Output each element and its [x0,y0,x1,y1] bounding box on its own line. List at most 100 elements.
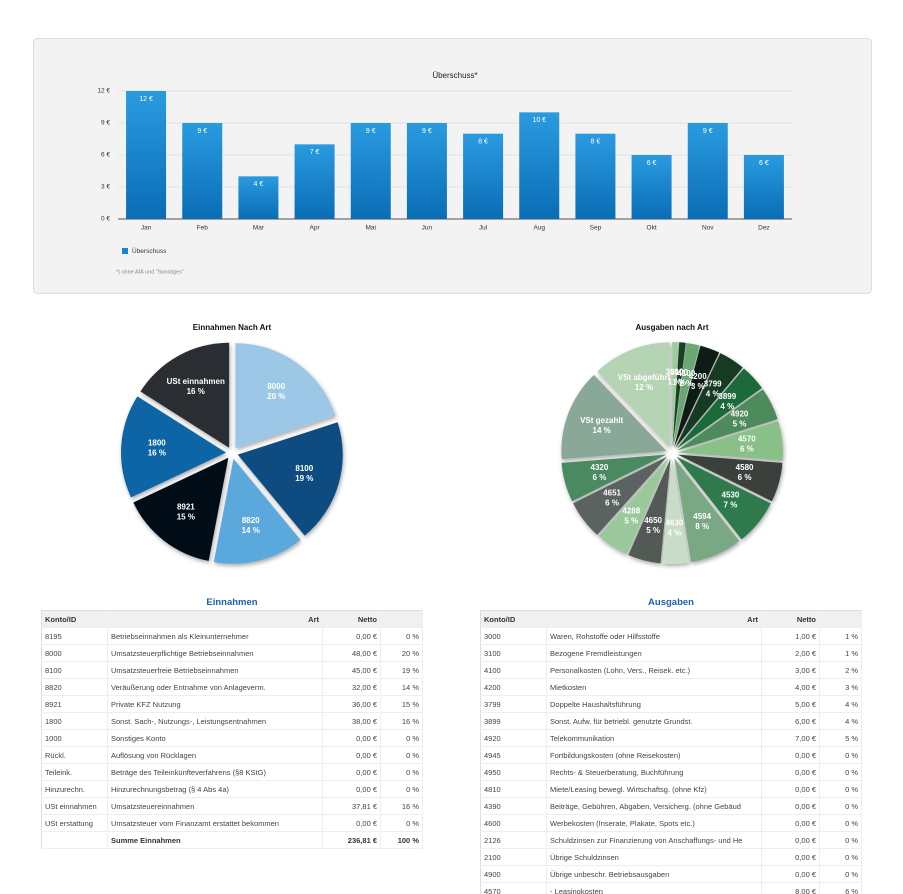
slice-value: 1 % [667,378,681,387]
table-cell: Fortbildungskosten (ohne Reisekosten) [546,746,762,764]
table-cell: 4945 [480,746,547,764]
pie-title: Einnahmen Nach Art [193,323,272,332]
pie-slice [674,345,720,448]
slice-value: 4 % [706,390,720,399]
table-cell: Teileink. [41,763,108,781]
pie [121,342,343,564]
bar-value-label: 9 € [703,128,713,135]
table-cell: 20 % [380,644,423,662]
table-cell: 4900 [480,865,547,883]
pie-slice [673,342,700,448]
table-row: USt erstattung Umsatzsteuer vom Finanzamt… [41,814,423,832]
table-cell: 4,00 € [761,678,820,696]
bar-value-label: 8 € [591,139,601,146]
table-cell: 2126 [480,831,547,849]
slice-name: 4920 [731,410,749,419]
table-cell: 8000 [41,644,108,662]
table-cell: Personalkosten (Lohn, Vers., Reisek. etc… [546,661,762,679]
slice-name: 3799 [704,380,722,389]
table-cell: 0 % [380,729,423,747]
table-row: 8100 Umsatzsteuerfreie Betriebseinnahmen 4… [41,661,423,679]
table-cell: 2 % [819,661,862,679]
table-cell: 2100 [480,848,547,866]
table-cell: 4200 [480,678,547,696]
table-cell: 1,00 € [761,627,820,645]
table-cell: 5,00 € [761,695,820,713]
y-tick-label: 0 € [101,216,110,223]
pie-slice [598,458,669,555]
table-cell: Hinzurechn. [41,780,108,798]
x-tick-label: Sep [590,225,602,232]
slice-value: 5 % [646,526,660,535]
table-cell: 38,00 € [322,712,381,730]
slice-label: 4594 8 % [693,512,711,531]
table-cell: 0 % [819,848,862,866]
slice-label: 4580 6 % [736,463,754,482]
slice-value: 2 % [679,379,693,388]
slice-name: 3899 [718,392,736,401]
slice-label: 8921 15 % [177,503,196,522]
footnote: *) ohne AfA und "Sonstiges" [116,269,184,275]
bar [463,133,504,219]
slice-value: 8 % [695,522,709,531]
y-tick-label: 9 € [101,120,110,127]
table-row: 4810 Miete/Leasing bewegl. Wirtschaftsg. … [480,780,862,798]
table-row: 8820 Veräußerung oder Entnahme von Anlage… [41,678,423,696]
pie-slice [676,456,771,540]
x-tick-label: Aug [533,225,545,232]
table-cell: USt erstattung [41,814,108,832]
table-cell: 8100 [41,661,108,679]
table-cell: 0 % [819,814,862,832]
pie-slice [677,421,783,461]
slice-name: 4100 [677,369,695,378]
table-cell: 3,00 € [761,661,820,679]
x-tick-label: Okt [647,225,657,232]
table-cell: 36,00 € [322,695,381,713]
table-cell: Private KFZ Nutzung [107,695,323,713]
table-cell: Bezogene Fremdleistungen [546,644,762,662]
slice-label: 4200 3 % [689,372,707,391]
table-cell: 0 % [819,865,862,883]
slice-value: 5 % [733,420,747,429]
slice-value: 5 % [624,516,638,525]
pie-slice [235,343,336,449]
table-row: 4200 Mietkosten 4,00 €3 % [480,678,862,696]
slice-label: 4530 7 % [722,491,740,510]
table-row: 4100 Personalkosten (Lohn, Vers., Reisek.… [480,661,862,679]
table-cell: Mietkosten [546,678,762,696]
slice-value: 4 % [667,528,681,537]
table-cell: 8921 [41,695,108,713]
table-cell: 0,00 € [761,831,820,849]
bar-value-label: 9 € [422,128,432,135]
y-tick-label: 3 € [101,184,110,191]
table-cell: 37,81 € [322,797,381,815]
pie-slice [561,454,667,502]
slice-name: 4630 [665,518,683,527]
x-tick-label: Jan [141,225,152,232]
table-cell: 0,00 € [322,746,381,764]
table-row: 8195 Betriebseinnahmen als Kleinunternehm… [41,627,423,645]
slice-value: 19 % [295,474,313,483]
table-cell: Auflösung von Rücklagen [107,746,323,764]
bar-value-label: 9 € [366,128,376,135]
legend-label: Überschuss [132,247,167,255]
slice-value: 20 % [267,392,285,401]
table-cell: 14 % [380,678,423,696]
slice-name: USt einnahmen [167,377,225,386]
table-row: 4920 Telekommunikation 7,00 €5 % [480,729,862,747]
table-cell: 0,00 € [761,780,820,798]
bar-value-label: 9 € [197,128,207,135]
pie-slice [677,389,778,451]
pie [561,342,783,564]
table-row: 3799 Doppelte Haushaltsführung 5,00 €4 % [480,695,862,713]
table-cell: 0 % [819,746,862,764]
slice-label: 4651 6 % [603,489,621,508]
table-cell: 8195 [41,627,108,645]
slice-name: 4651 [603,489,621,498]
slice-name: 4320 [591,463,609,472]
table-cell: 3 % [819,678,862,696]
pie-slice [674,458,740,563]
header-cell: Konto/ID [41,610,108,628]
table-cell: 7,00 € [761,729,820,747]
table: Konto/ID Art Netto 8195 Betriebseinnahmen al… [41,610,423,849]
